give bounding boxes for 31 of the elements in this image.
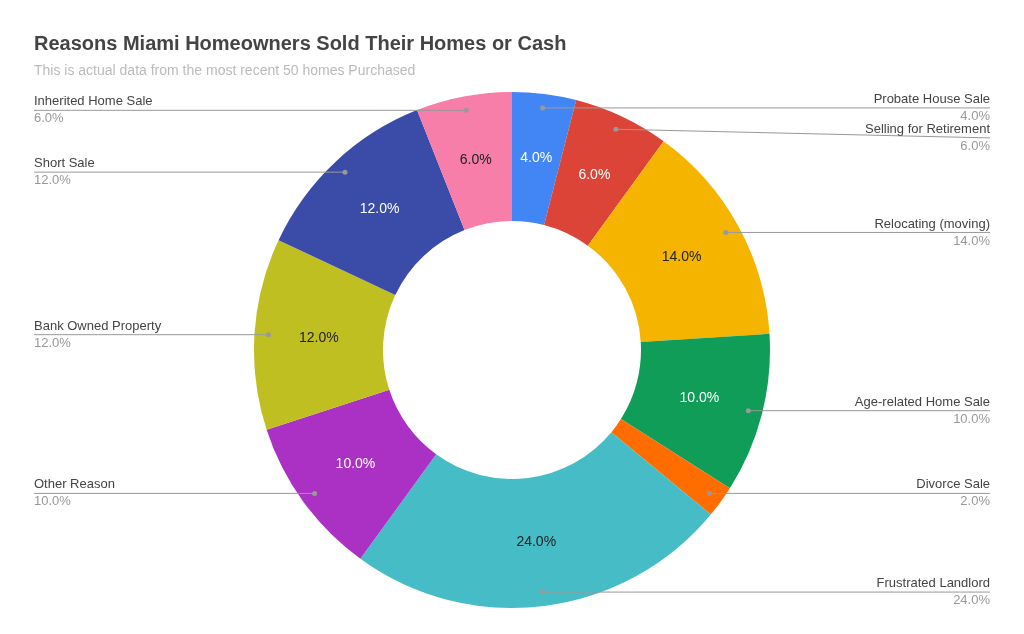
text: 24.0% — [953, 592, 990, 608]
slice-label: Short Sale — [34, 155, 95, 171]
data-label: 10.0% — [335, 454, 376, 471]
slice-label: Selling for Retirement — [865, 121, 991, 136]
slice-label: Relocating (moving) — [874, 215, 990, 231]
data-label: 6.0% — [459, 150, 492, 167]
chart-subtitle: This is actual data from the most recent 50 homes Purchased — [34, 62, 416, 78]
text: 12.0% — [34, 334, 71, 350]
text: 14.0% — [953, 232, 990, 248]
text: 6.0% — [960, 138, 990, 153]
data-label: 10.0% — [679, 388, 720, 405]
data-label: 14.0% — [661, 247, 702, 264]
slice-label: Other Reason — [34, 476, 115, 492]
text: 10.0% — [34, 493, 71, 509]
data-label: 24.0% — [516, 532, 557, 549]
data-label: 12.0% — [359, 199, 400, 216]
text: 6.0% — [34, 110, 64, 126]
text: 10.0% — [953, 410, 990, 426]
chart-title: Reasons Miami Homeowners Sold Their Homes or Cash — [34, 32, 567, 55]
slice-label: Age-related Home Sale — [854, 393, 990, 409]
slice-label: Frustrated Landlord — [876, 575, 990, 591]
slice-label: Divorce Sale — [916, 476, 990, 492]
slice-label: Probate House Sale — [873, 91, 990, 106]
data-label: 2.0% — [960, 493, 991, 509]
data-label: 6.0% — [578, 165, 611, 182]
data-label: 4.0% — [520, 148, 553, 165]
slice-label: Bank Owned Property — [34, 317, 162, 333]
slice-label: Inherited Home Sale — [34, 93, 153, 109]
text: 12.0% — [34, 172, 71, 188]
data-label: 12.0% — [299, 328, 339, 345]
text: 4.0% — [960, 108, 990, 123]
